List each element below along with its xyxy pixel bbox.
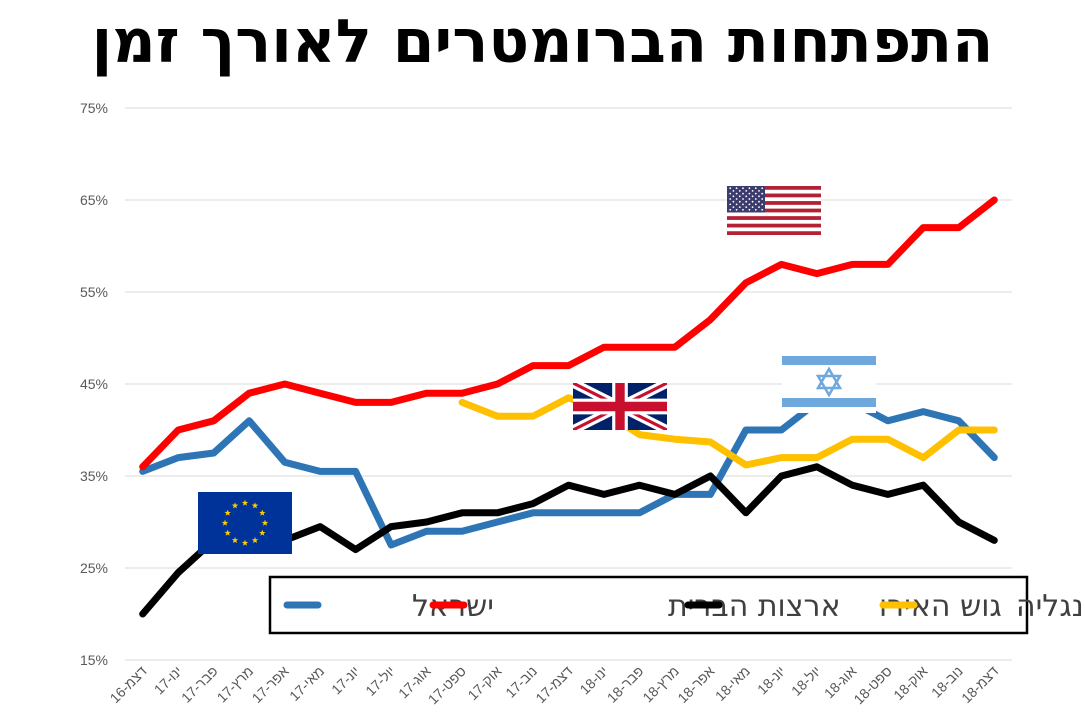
x-tick-label: יונ-17: [328, 663, 363, 698]
us-flag-icon: [727, 186, 821, 235]
x-tick-label: יונ-18: [754, 663, 789, 698]
series-line-1: [139, 196, 998, 471]
x-tick-label: פבר-18: [604, 663, 647, 706]
legend-label-england: אנגליה: [1016, 589, 1085, 624]
x-tick-label: מאי-17: [286, 663, 327, 704]
x-tick-label: ספט-18: [850, 663, 895, 708]
x-tick-label: מאי-18: [712, 663, 753, 704]
x-tick-label: דצמ-16: [107, 663, 150, 706]
x-tick-label: אוק-17: [464, 663, 504, 703]
x-tick-label: אפר-17: [249, 663, 292, 706]
y-tick-label: 35%: [80, 468, 108, 484]
legend-item-england: אנגליה: [879, 589, 1085, 624]
x-tick-label: דצמ-18: [958, 663, 1001, 706]
y-tick-label: 15%: [80, 652, 108, 668]
legend: ישראל ארצות הברית גוש האירו אנגליה: [268, 575, 1085, 635]
y-tick-label: 75%: [80, 100, 108, 116]
x-tick-label: יול-17: [362, 663, 398, 699]
x-tick-label: מרץ-18: [639, 663, 682, 706]
uk-flag-icon: [573, 383, 667, 430]
series-line-3: [458, 394, 998, 469]
y-tick-label: 55%: [80, 284, 108, 300]
x-tick-label: מרץ-17: [214, 663, 257, 706]
chart-title: התפתחות הברומטרים לאורך זמן: [91, 7, 994, 77]
eu-flag-icon: [198, 492, 292, 554]
x-tick-label: פבר-17: [178, 663, 221, 706]
x-tick-label: יול-18: [788, 663, 824, 699]
x-tick-label: ספט-17: [425, 663, 470, 708]
x-tick-label: דצמ-17: [532, 663, 575, 706]
x-tick-label: אפר-18: [674, 663, 717, 706]
y-tick-label: 65%: [80, 192, 108, 208]
israel-flag-icon: [782, 350, 876, 413]
y-tick-label: 25%: [80, 560, 108, 576]
y-axis-tick-labels: 75% 65% 55% 45% 35% 25% 15%: [80, 100, 108, 668]
y-tick-label: 45%: [80, 376, 108, 392]
x-tick-label: אוק-18: [890, 663, 930, 703]
